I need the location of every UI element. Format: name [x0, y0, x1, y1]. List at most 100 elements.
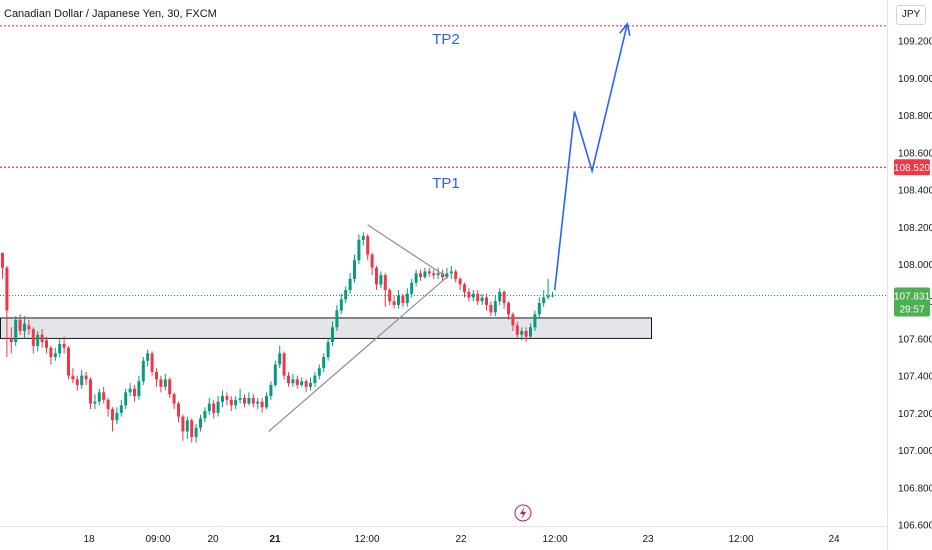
- candle-body: [507, 303, 510, 315]
- candle: [313, 371, 317, 387]
- candle: [146, 349, 150, 367]
- candle-body: [14, 319, 18, 343]
- x-tick-label: 21: [269, 534, 281, 545]
- candle-body: [238, 397, 242, 400]
- y-tick-label: 107.000: [898, 446, 932, 457]
- candle-body: [36, 334, 40, 346]
- candle: [53, 347, 57, 361]
- candle: [278, 345, 282, 369]
- candle-body: [379, 275, 383, 285]
- candle: [485, 293, 488, 311]
- candle: [304, 379, 308, 393]
- candle: [1, 252, 4, 279]
- candle-body: [53, 353, 57, 358]
- candle-body: [436, 273, 440, 276]
- candle-body: [128, 388, 132, 393]
- candle-body: [80, 375, 84, 385]
- candle-body: [124, 392, 128, 406]
- candle-body: [221, 396, 224, 402]
- candle: [533, 310, 537, 331]
- candle: [97, 388, 101, 406]
- candle-body: [45, 340, 48, 348]
- current-price-label: 107.831: [894, 291, 931, 302]
- candle-body: [115, 412, 119, 421]
- candle: [31, 327, 35, 354]
- candle-body: [458, 278, 462, 285]
- candle: [216, 396, 220, 417]
- candle-body: [163, 379, 167, 387]
- candle: [375, 265, 378, 291]
- candle-body: [234, 399, 238, 406]
- y-tick-label: 108.000: [898, 260, 932, 271]
- support-zone: [0, 317, 652, 339]
- candle-body: [23, 323, 26, 331]
- y-tick-label: 109.200: [898, 37, 932, 48]
- candle-body: [71, 375, 75, 380]
- candle-body: [256, 401, 260, 404]
- candle-body: [216, 401, 220, 413]
- candle-body: [449, 271, 453, 274]
- candle-body: [388, 290, 392, 302]
- candle: [436, 267, 440, 279]
- y-tick-label: 107.600: [898, 334, 932, 345]
- candle: [225, 392, 229, 406]
- candle-body: [190, 420, 194, 438]
- candle: [467, 288, 471, 302]
- candle: [366, 234, 370, 261]
- candle: [150, 351, 154, 376]
- candle-body: [476, 293, 480, 302]
- candle-body: [471, 293, 475, 298]
- candle-body: [84, 375, 88, 380]
- candle: [5, 265, 9, 358]
- candle-body: [203, 410, 207, 419]
- candle: [190, 418, 194, 443]
- candle: [353, 254, 356, 283]
- candle: [18, 314, 22, 335]
- target-label-tp2: TP2: [432, 31, 460, 48]
- candle: [111, 407, 114, 432]
- candle: [141, 357, 145, 385]
- projection-arrow-head: [619, 22, 631, 36]
- candle: [524, 327, 528, 343]
- candle-body: [93, 401, 97, 404]
- candle-body: [229, 399, 233, 406]
- candle: [251, 394, 255, 408]
- candle: [309, 377, 312, 391]
- candle-body: [287, 375, 290, 384]
- candle: [203, 407, 207, 423]
- candle: [520, 327, 524, 341]
- time-axis-divider: [0, 526, 887, 527]
- candle: [133, 384, 136, 402]
- candle-body: [511, 314, 515, 326]
- candle-body: [251, 397, 255, 404]
- y-tick-label: 108.200: [898, 223, 932, 234]
- candle: [177, 401, 180, 423]
- candle-body: [119, 405, 123, 413]
- x-tick-label: 18: [83, 534, 95, 545]
- candle: [71, 368, 75, 384]
- candle: [493, 295, 497, 317]
- currency-unit-button[interactable]: JPY: [896, 5, 926, 25]
- candle-body: [159, 379, 163, 387]
- candle: [58, 338, 62, 358]
- candle-body: [551, 295, 554, 297]
- candle: [128, 383, 132, 397]
- candle-body: [304, 381, 308, 387]
- candle-body: [106, 399, 110, 410]
- candle-body: [441, 273, 444, 278]
- y-tick-label: 107.200: [898, 409, 932, 420]
- candle: [551, 291, 554, 298]
- target-price-badge: [894, 159, 930, 176]
- candle-body: [537, 303, 541, 315]
- x-tick-label: 23: [642, 534, 654, 545]
- candle: [458, 277, 462, 291]
- candle-body: [102, 392, 106, 400]
- candle: [370, 252, 374, 276]
- candle-body: [467, 291, 471, 298]
- candle-body: [67, 347, 70, 376]
- candle: [260, 397, 264, 413]
- candle: [489, 301, 493, 317]
- candle-body: [445, 273, 449, 278]
- candle-body: [18, 319, 22, 331]
